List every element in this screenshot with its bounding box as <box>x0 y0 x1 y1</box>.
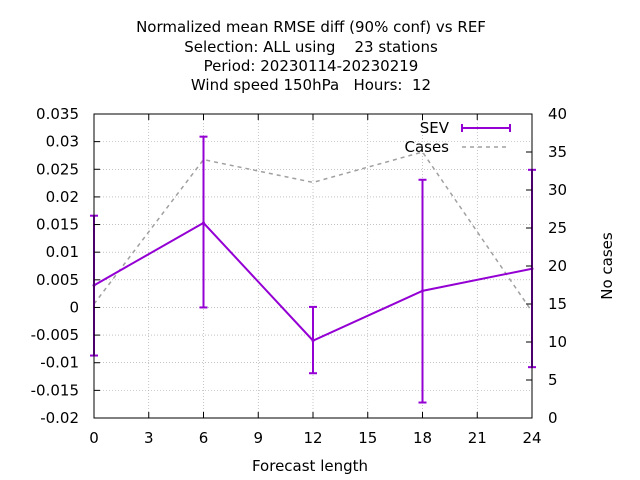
y-tick-label: 0.035 <box>36 105 79 123</box>
y2-tick-label: 35 <box>548 143 567 161</box>
legend-label-sev: SEV <box>420 119 450 137</box>
sev-point <box>311 339 315 343</box>
legend-label-cases: Cases <box>404 138 449 156</box>
y2-tick-label: 25 <box>548 219 567 237</box>
y-tick-label: -0.01 <box>40 354 79 372</box>
y-tick-label: 0.025 <box>36 160 79 178</box>
title-line-4: Wind speed 150hPa Hours: 12 <box>191 76 431 94</box>
y-axis: -0.02 -0.015 -0.01 -0.005 0 0.005 0.01 0.015 0.0… <box>31 105 100 427</box>
x-tick-label: 15 <box>358 429 377 447</box>
x-tick-label: 24 <box>522 429 541 447</box>
y-tick-label: 0.015 <box>36 216 79 234</box>
title-line-1: Normalized mean RMSE diff (90% conf) vs … <box>136 18 486 36</box>
y2-tick-label: 10 <box>548 333 567 351</box>
x-tick-label: 18 <box>413 429 432 447</box>
y-tick-label: -0.005 <box>31 326 79 344</box>
y2-tick-label: 5 <box>548 371 558 389</box>
y2-tick-label: 0 <box>548 409 558 427</box>
chart-title: Normalized mean RMSE diff (90% conf) vs … <box>136 18 486 94</box>
y2-tick-label: 30 <box>548 181 567 199</box>
x-tick-label: 0 <box>89 429 99 447</box>
x-tick-label: 12 <box>303 429 322 447</box>
y-tick-label: 0 <box>69 298 79 316</box>
y2-tick-label: 20 <box>548 257 567 275</box>
y-tick-label: 0.01 <box>46 243 79 261</box>
y2-tick-label: 15 <box>548 295 567 313</box>
y-tick-label: -0.02 <box>40 409 79 427</box>
sev-point <box>202 221 205 225</box>
x-tick-label: 6 <box>199 429 209 447</box>
y2-axis: 0 5 10 15 20 25 30 35 40 <box>526 105 567 427</box>
sev-layer <box>90 135 536 404</box>
y2-axis-label: No cases <box>598 232 616 300</box>
legend-sample-sev <box>461 124 511 132</box>
sev-point <box>421 289 424 293</box>
title-line-2: Selection: ALL using 23 stations <box>184 38 438 56</box>
legend: SEV Cases <box>404 119 511 156</box>
y-tick-label: 0.02 <box>46 188 79 206</box>
y-tick-label: 0.03 <box>46 133 79 151</box>
cases-line <box>93 151 533 313</box>
y-tick-label: 0.005 <box>36 271 79 289</box>
x-tick-label: 3 <box>144 429 154 447</box>
x-axis: 0 3 6 9 12 15 18 21 24 <box>89 114 542 447</box>
y2-tick-label: 40 <box>548 105 567 123</box>
x-tick-label: 21 <box>468 429 487 447</box>
x-axis-label: Forecast length <box>252 457 368 475</box>
cases-layer <box>93 151 533 313</box>
title-line-3: Period: 20230114-20230219 <box>204 57 419 75</box>
x-tick-label: 9 <box>253 429 263 447</box>
y-tick-label: -0.015 <box>31 381 79 399</box>
